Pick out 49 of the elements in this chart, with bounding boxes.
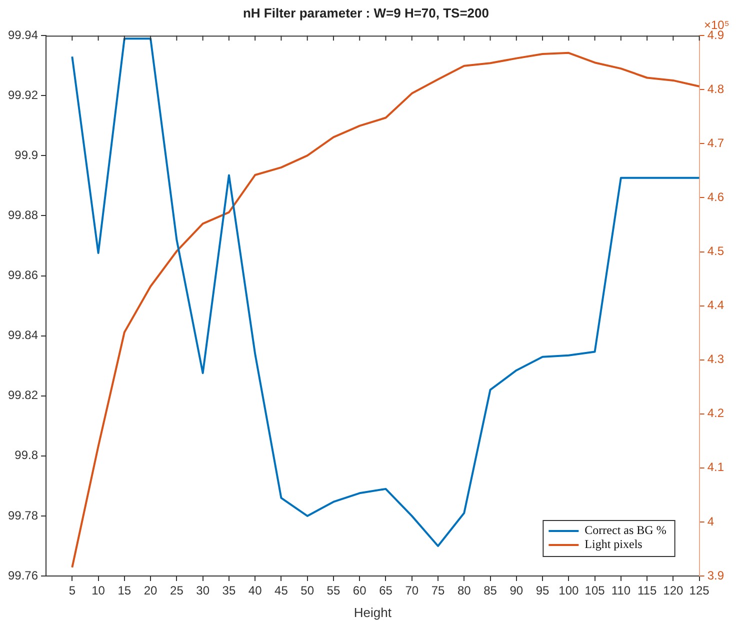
y-tick-label: 99.86	[8, 268, 38, 282]
legend-label: Correct as BG %	[584, 523, 666, 538]
x-tick-label: 60	[352, 584, 367, 598]
x-tick-label: 5	[68, 584, 76, 598]
y-tick-label: 99.92	[8, 88, 38, 102]
x-tick-label: 80	[457, 584, 472, 598]
x-tick-label: 75	[431, 584, 445, 598]
x-tick-label: 125	[689, 584, 710, 598]
x-tick-label: 55	[326, 584, 340, 598]
x-tick-label: 70	[405, 584, 419, 598]
x-tick-label: 40	[248, 584, 262, 598]
x-tick-label: 65	[379, 584, 393, 598]
x-tick-label: 10	[92, 584, 106, 598]
x-tick-label: 35	[222, 584, 236, 598]
y-tick-label: 99.94	[8, 28, 38, 42]
x-tick-label: 45	[274, 584, 288, 598]
y-tick-label: 99.8	[14, 448, 38, 462]
y2-tick-label: 4.5	[707, 244, 724, 258]
y2-tick-label: 4.6	[707, 190, 724, 204]
y2-tick-label: 4	[707, 514, 714, 528]
x-tick-label: 110	[611, 584, 631, 598]
chart-title: nH Filter parameter : W=9 H=70, TS=200	[242, 5, 490, 20]
legend-label: Light pixels	[584, 537, 643, 552]
y2-tick-label: 4.4	[707, 298, 724, 312]
y-tick-label: 99.78	[8, 508, 38, 522]
y-tick-label: 99.76	[8, 568, 38, 582]
x-tick-label: 15	[118, 584, 132, 598]
y2-tick-label: 4.2	[707, 406, 724, 420]
x-tick-label: 120	[663, 584, 684, 598]
x-tick-label: 85	[484, 584, 498, 598]
x-tick-label: 20	[144, 584, 158, 598]
x-tick-label: 105	[584, 584, 606, 598]
y2-tick-label: 3.9	[707, 568, 724, 582]
x-tick-label: 100	[558, 584, 579, 598]
x-tick-label: 30	[196, 584, 210, 598]
y2-tick-label: 4.7	[707, 136, 724, 150]
x-tick-label: 95	[536, 584, 550, 598]
y-tick-label: 99.88	[8, 208, 38, 222]
y2-tick-label: 4.8	[707, 82, 724, 96]
y2-tick-label: 4.1	[707, 460, 724, 474]
x-tick-label: 115	[637, 584, 657, 598]
x-tick-label: 50	[300, 584, 314, 598]
x-tick-label: 90	[510, 584, 524, 598]
x-axis-title: Height	[354, 604, 392, 620]
y-tick-label: 99.9	[14, 148, 38, 162]
y-tick-label: 99.82	[8, 388, 38, 402]
y2-tick-label: 4.3	[707, 352, 724, 366]
x-tick-label: 25	[170, 584, 184, 598]
y-tick-label: 99.84	[8, 328, 38, 342]
